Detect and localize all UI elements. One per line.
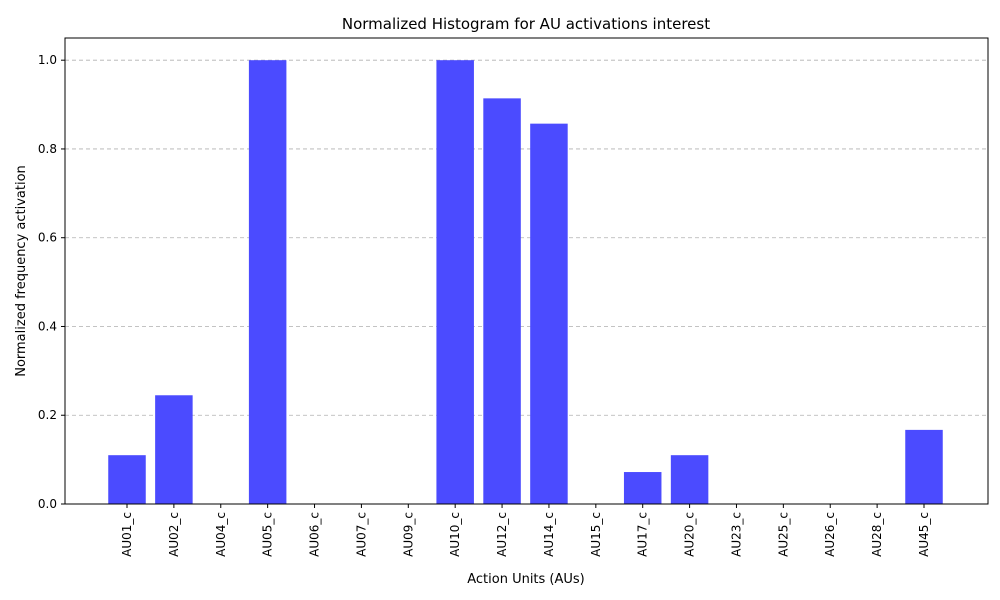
bar-au45-c	[905, 429, 943, 504]
bar-au20-c	[670, 455, 709, 504]
bar-au02-c	[155, 395, 193, 504]
y-axis-label: Normalized frequency activation	[14, 165, 29, 377]
x-tick-label: AU17_c	[636, 512, 650, 557]
x-tick-label: AU23_c	[729, 512, 743, 557]
bar-au14-c	[530, 123, 568, 504]
bar-au05-c	[248, 60, 287, 504]
x-tick-label: AU14_c	[542, 512, 556, 557]
axes: 0.0 0.2 0.4 0.6 0.8 1.0 AU01_c AU02_c AU04_c AU05…	[38, 37, 989, 557]
x-tick-label: AU12_c	[495, 512, 509, 557]
x-axis-label: Action Units (AUs)	[467, 572, 585, 587]
x-tick-label: AU25_c	[776, 512, 790, 557]
x-tick-label: AU45_c	[917, 512, 931, 557]
gridlines	[65, 59, 988, 505]
y-tick-label: 0.8	[38, 142, 57, 156]
y-tick-label: 0.2	[38, 408, 57, 422]
x-tick-label: AU01_c	[120, 512, 134, 557]
x-tick-label: AU09_c	[401, 512, 415, 557]
x-tick-label: AU10_c	[448, 512, 462, 557]
y-tick-label: 0.4	[38, 319, 57, 333]
x-tick-label: AU28_c	[870, 512, 884, 557]
x-tick-label: AU07_c	[354, 512, 368, 557]
x-tick-label: AU20_c	[683, 512, 697, 557]
x-tick-label: AU15_c	[589, 512, 603, 557]
x-tick-label: AU04_c	[214, 512, 228, 557]
bars	[108, 60, 943, 504]
bar-au17-c	[623, 472, 662, 504]
plot-frame	[64, 37, 989, 505]
x-tick-label: AU05_c	[261, 512, 275, 557]
x-tick-label: AU02_c	[167, 512, 181, 557]
y-tick-label: 1.0	[38, 53, 57, 67]
bar-au01-c	[108, 455, 146, 504]
bar-au10-c	[436, 60, 474, 504]
y-tick-label: 0.6	[38, 231, 57, 245]
x-tick-label: AU26_c	[823, 512, 837, 557]
chart-title: Normalized Histogram for AU activations …	[342, 15, 710, 33]
y-tick-label: 0.0	[38, 497, 57, 511]
x-tick-label: AU06_c	[308, 512, 322, 557]
bar-au12-c	[483, 98, 521, 504]
